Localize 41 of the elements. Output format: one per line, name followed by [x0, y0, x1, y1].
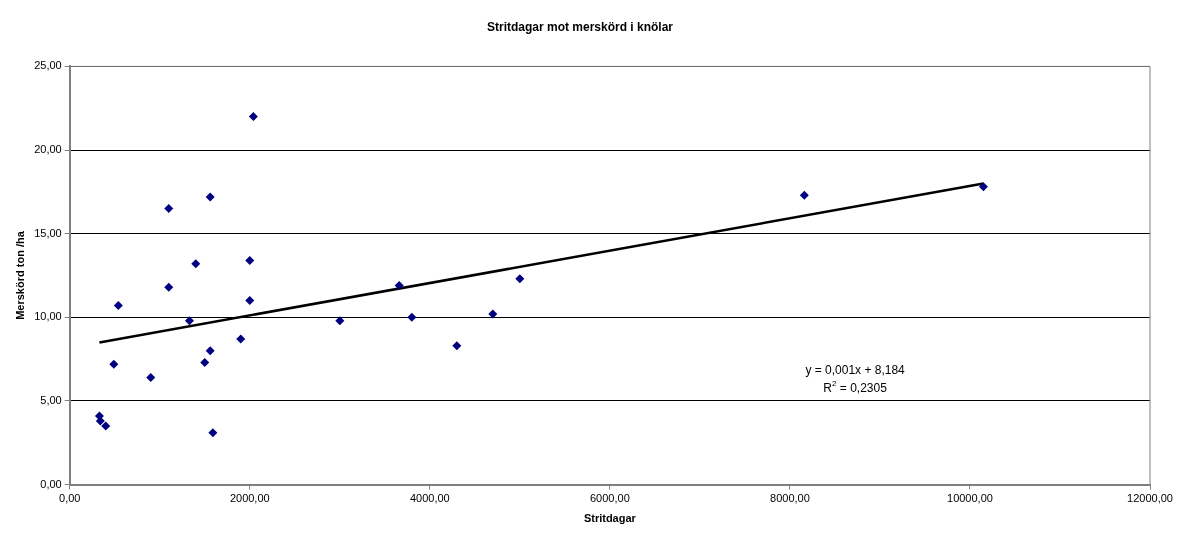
- point: [200, 357, 210, 367]
- y-tick-label: 20,00: [34, 143, 62, 156]
- x-tick-label: 10000,00: [947, 492, 993, 505]
- point: [184, 316, 194, 326]
- x-tick-label: 2000,00: [229, 492, 270, 505]
- y-axis-title: Merskörd ton /ha: [13, 230, 26, 320]
- y-tick-label: 25,00: [34, 59, 62, 72]
- point: [488, 309, 498, 319]
- x-tick-label: 8000,00: [770, 492, 810, 505]
- point: [799, 190, 809, 200]
- point: [208, 428, 218, 438]
- point: [245, 296, 255, 306]
- point: [236, 334, 246, 344]
- point: [101, 421, 111, 431]
- y-tick-label: 0,00: [40, 477, 62, 490]
- x-axis-title: Stritdagar: [583, 512, 637, 525]
- point: [978, 182, 988, 192]
- x-tick-label: 6000,00: [589, 492, 630, 505]
- point: [146, 373, 156, 383]
- annotation: y = 0,001x + 8,184: [805, 362, 906, 377]
- x-tick-label: 4000,00: [409, 492, 450, 505]
- point: [113, 301, 123, 311]
- point: [407, 312, 417, 322]
- point: [191, 259, 201, 269]
- x-tick-label: 12000,00: [1127, 492, 1173, 505]
- x-tick-label: 0,00: [59, 492, 81, 505]
- point: [164, 204, 174, 214]
- point: [164, 282, 174, 292]
- point: [394, 281, 404, 291]
- point: [245, 255, 255, 265]
- point: [205, 346, 215, 356]
- y-tick-label: 5,00: [40, 393, 62, 406]
- point: [205, 192, 215, 202]
- chart-title: Stritdagar mot merskörd i knölar: [486, 19, 674, 34]
- point: [248, 112, 258, 122]
- point: [515, 274, 525, 284]
- y-tick-label: 15,00: [34, 226, 62, 239]
- point: [335, 316, 345, 326]
- point: [452, 341, 462, 351]
- point: [109, 359, 119, 369]
- y-tick-label: 10,00: [34, 310, 62, 323]
